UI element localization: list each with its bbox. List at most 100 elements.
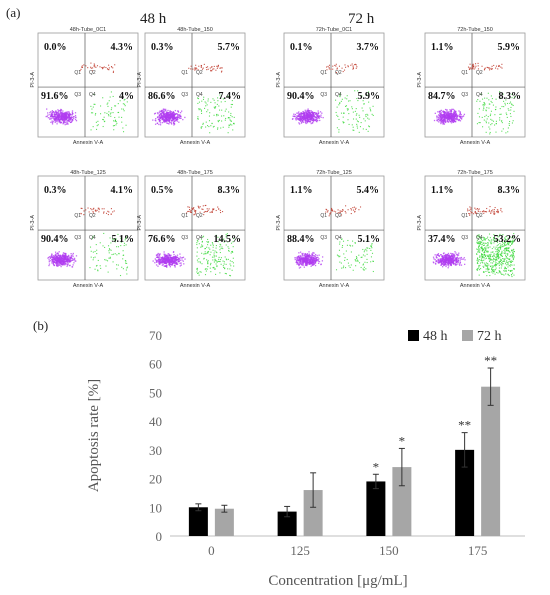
- gate-label-q2: Q2: [476, 213, 483, 219]
- error-bar-72h-150: [398, 447, 405, 487]
- facs-title: 72h-Tube_0C1: [316, 27, 353, 33]
- bar-48h-125: [277, 511, 297, 536]
- facs-plot-2: 48h-Tube_150 Q1 Q2 Q3 Q4 0.3% 5.7% 86.6% 7.4% Ann…: [137, 27, 246, 146]
- bar-48h-150: [366, 481, 386, 536]
- gate-label-q4: Q4: [196, 92, 203, 98]
- facs-y-axis-label: PI-3-A: [137, 215, 143, 231]
- facs-title: 72h-Tube_175: [457, 170, 493, 176]
- gate-label-q3: Q3: [74, 235, 81, 241]
- x-axis-label: Concentration [μg/mL]: [268, 573, 407, 589]
- gate-label-q4: Q4: [335, 235, 342, 241]
- gate-label-q1: Q1: [461, 213, 468, 219]
- facs-x-axis-label: Annexin V-A: [460, 140, 491, 146]
- quadrant-q4-percent: 5.9%: [358, 91, 381, 102]
- y-tick-10: 10: [149, 500, 162, 515]
- x-tick-175: 175: [468, 543, 488, 558]
- significance-48h-175: **: [458, 418, 471, 433]
- bar-48h-175: [455, 449, 475, 536]
- header-72h: 72 h: [348, 11, 375, 27]
- facs-plot-7: 72h-Tube_125 Q1 Q2 Q3 Q4 1.1% 5.4% 88.4% 5.1% Ann…: [276, 170, 385, 289]
- legend: 48 h 72 h: [408, 329, 502, 344]
- quadrant-q2-percent: 4.1%: [111, 185, 134, 196]
- significance-72h-175: **: [484, 353, 497, 368]
- quadrant-q4-percent: 5.1%: [112, 234, 135, 245]
- quadrant-q1-percent: 0.0%: [44, 42, 67, 53]
- y-tick-70: 70: [149, 328, 162, 343]
- significance-48h-150: *: [373, 459, 380, 474]
- gate-label-q4: Q4: [89, 92, 96, 98]
- gate-label-q4: Q4: [335, 92, 342, 98]
- quadrant-q3-percent: 84.7%: [428, 91, 456, 102]
- gate-label-q1: Q1: [461, 70, 468, 76]
- facs-y-axis-label: PI-3-A: [276, 72, 282, 88]
- quadrant-q4-percent: 53.2%: [494, 234, 522, 245]
- facs-x-axis-label: Annexin V-A: [180, 283, 211, 289]
- y-tick-60: 60: [149, 357, 162, 372]
- gate-label-q2: Q2: [476, 70, 483, 76]
- error-bar-72h-0: [221, 504, 228, 513]
- bar-72h-125: [303, 490, 323, 536]
- facs-plot-8: 72h-Tube_175 Q1 Q2 Q3 Q4 1.1% 8.3% 37.4% 53.2% An…: [417, 170, 526, 289]
- error-bar-48h-175: [461, 432, 468, 468]
- error-bar-48h-125: [284, 505, 291, 518]
- gate-label-q1: Q1: [74, 213, 81, 219]
- error-bar-48h-150: [372, 473, 379, 490]
- quadrant-q3-percent: 37.4%: [428, 234, 456, 245]
- gate-label-q3: Q3: [461, 92, 468, 98]
- quadrant-q1-percent: 1.1%: [431, 185, 454, 196]
- error-bar-48h-0: [195, 503, 202, 512]
- quadrant-q4-percent: 8.3%: [499, 91, 522, 102]
- gate-label-q4: Q4: [196, 235, 203, 241]
- facs-y-axis-label: PI-3-A: [417, 72, 423, 88]
- gate-label-q1: Q1: [181, 70, 188, 76]
- quadrant-q3-percent: 88.4%: [287, 234, 315, 245]
- gate-label-q4: Q4: [89, 235, 96, 241]
- y-axis-label: Apoptosis rate [%]: [86, 379, 102, 492]
- gate-label-q1: Q1: [181, 213, 188, 219]
- x-tick-150: 150: [379, 543, 399, 558]
- gate-label-q2: Q2: [89, 70, 96, 76]
- facs-y-axis-label: PI-3-A: [137, 72, 143, 88]
- quadrant-q2-percent: 5.4%: [357, 185, 380, 196]
- flow-cytometry-grid: 48h-Tube_0C1 Q1 Q2 Q3 Q4 0.0% 4.3% 91.6% 4% Annex…: [30, 27, 526, 289]
- facs-x-axis-label: Annexin V-A: [73, 140, 104, 146]
- facs-title: 72h-Tube_150: [457, 27, 493, 33]
- y-tick-0: 0: [156, 529, 163, 544]
- quadrant-q1-percent: 1.1%: [431, 42, 454, 53]
- gate-label-q1: Q1: [320, 213, 327, 219]
- quadrant-q3-percent: 90.4%: [41, 234, 69, 245]
- gate-label-q2: Q2: [196, 70, 203, 76]
- quadrant-q2-percent: 5.7%: [218, 42, 241, 53]
- quadrant-q1-percent: 0.5%: [151, 185, 174, 196]
- gate-label-q2: Q2: [196, 213, 203, 219]
- quadrant-q4-percent: 4%: [119, 91, 134, 102]
- facs-title: 48h-Tube_175: [177, 170, 213, 176]
- facs-x-axis-label: Annexin V-A: [180, 140, 211, 146]
- quadrant-q3-percent: 86.6%: [148, 91, 176, 102]
- facs-title: 48h-Tube_150: [177, 27, 213, 33]
- gate-label-q2: Q2: [335, 213, 342, 219]
- quadrant-q2-percent: 4.3%: [111, 42, 134, 53]
- gate-label-q3: Q3: [320, 92, 327, 98]
- facs-plot-6: 48h-Tube_175 Q1 Q2 Q3 Q4 0.5% 8.3% 76.6% 14.5% An…: [137, 170, 246, 289]
- quadrant-q4-percent: 14.5%: [214, 234, 242, 245]
- facs-title: 48h-Tube_125: [70, 170, 106, 176]
- gate-label-q2: Q2: [89, 213, 96, 219]
- gate-label-q3: Q3: [74, 92, 81, 98]
- facs-title: 48h-Tube_0C1: [70, 27, 107, 33]
- facs-plot-3: 72h-Tube_0C1 Q1 Q2 Q3 Q4 0.1% 3.7% 90.4% 5.9% Ann…: [276, 27, 385, 146]
- quadrant-q3-percent: 91.6%: [41, 91, 69, 102]
- quadrant-q3-percent: 76.6%: [148, 234, 176, 245]
- facs-plot-5: 48h-Tube_125 Q1 Q2 Q3 Q4 0.3% 4.1% 90.4% 5.1% Ann…: [30, 170, 139, 289]
- facs-y-axis-label: PI-3-A: [276, 215, 282, 231]
- facs-title: 72h-Tube_125: [316, 170, 352, 176]
- quadrant-q4-percent: 7.4%: [219, 91, 242, 102]
- panel-b-label: (b): [33, 318, 49, 333]
- facs-plot-4: 72h-Tube_150 Q1 Q2 Q3 Q4 1.1% 5.9% 84.7% 8.3% Ann…: [417, 27, 526, 146]
- quadrant-q3-percent: 90.4%: [287, 91, 315, 102]
- gate-label-q3: Q3: [181, 235, 188, 241]
- quadrant-q1-percent: 1.1%: [290, 185, 313, 196]
- gate-label-q1: Q1: [74, 70, 81, 76]
- gate-label-q4: Q4: [476, 92, 483, 98]
- error-bar-72h-175: [487, 367, 494, 406]
